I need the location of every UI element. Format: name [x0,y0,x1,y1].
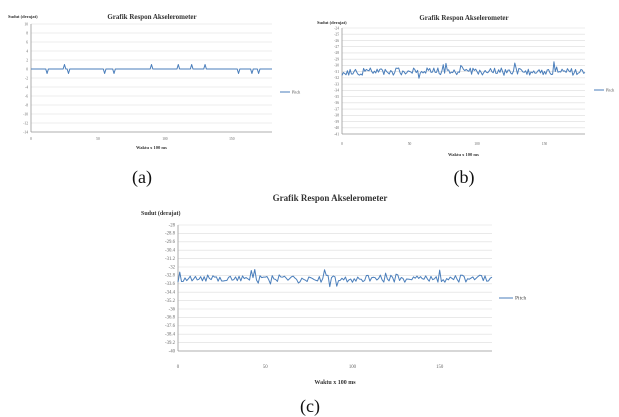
y-tick-label: -31 [334,70,339,74]
y-tick-label: -30 [334,64,339,68]
y-tick-label: -8 [25,103,28,107]
y-tick-label: -33.6 [165,282,176,287]
y-tick-label: -33 [334,82,339,86]
y-tick-label: -27 [334,45,339,49]
legend-label: Pitch [606,88,614,93]
y-tick-label: -29 [334,57,339,61]
y-tick-label: -41 [334,132,339,136]
y-tick-label: -34 [334,89,339,93]
y-tick-label: -24 [334,26,339,30]
x-tick-label: 100 [162,137,168,141]
y-tick-label: 2 [26,58,28,62]
y-tick-label: -38 [334,114,339,118]
x-axis-label: Waktu x 100 ms [314,380,356,386]
chart-a: Grafik Respon Akselerometer Sudut (deraja… [8,13,300,150]
x-tick-label: 50 [408,142,412,146]
y-tick-label: -32.8 [165,274,176,279]
y-tick-label: -31.2 [165,257,176,262]
series-line-pitch [31,64,272,74]
y-axis-label: Sudut (derajat) [317,20,347,25]
y-tick-label: -37.6 [165,324,176,329]
y-tick-label: -30.4 [165,249,176,254]
y-tick-label: 8 [26,31,28,35]
y-tick-label: -39.2 [165,341,176,346]
x-axis-label: Waktu x 100 ms [448,152,479,157]
x-tick-label: 150 [229,137,235,141]
y-tick-label: -32 [334,76,339,80]
chart-b: Grafik Respon Akselerometer Sudut (deraja… [317,14,614,157]
y-tick-label: -36 [169,307,176,312]
x-tick-label: 100 [474,142,480,146]
y-tick-label: -37 [334,107,339,111]
y-tick-label: 0 [26,67,28,71]
y-tick-label: -40 [169,349,176,354]
legend-label: Pitch [515,296,527,302]
x-tick-label: 50 [263,365,268,370]
y-tick-label: -36 [334,101,339,105]
chart-c: Grafik Respon Akselerometer Sudut (deraja… [141,193,527,386]
y-tick-label: -32 [169,265,176,270]
chart-title: Grafik Respon Akselerometer [273,193,388,203]
y-tick-label: -28 [169,223,176,228]
y-axis-label: Sudut (derajat) [8,14,38,19]
series-line-pitch [341,61,586,79]
y-tick-label: -39 [334,120,339,124]
y-tick-label: -38.4 [165,333,176,338]
legend-label: Pitch [292,90,300,95]
chart-title: Grafik Respon Akselerometer [419,14,508,22]
x-tick-label: 0 [30,137,32,141]
y-tick-label: -6 [25,94,28,98]
caption-c: (c) [300,396,320,417]
y-tick-label: -26 [334,39,339,43]
y-tick-label: -28 [334,51,339,55]
caption-b: (b) [454,167,475,188]
y-tick-label: -10 [23,112,28,116]
y-tick-label: -2 [25,76,28,80]
x-tick-label: 50 [96,137,100,141]
y-tick-label: -35.2 [165,299,176,304]
x-tick-label: 150 [436,365,444,370]
y-tick-label: -12 [23,121,28,125]
x-tick-label: 150 [542,142,548,146]
y-tick-label: -29.6 [165,240,176,245]
y-tick-label: -28.8 [165,232,176,237]
x-axis-label: Waktu x 100 ms [136,145,167,150]
y-tick-label: -35 [334,95,339,99]
x-tick-label: 0 [177,365,180,370]
y-tick-label: -25 [334,33,339,37]
chart-title: Grafik Respon Akselerometer [107,13,196,21]
y-tick-label: 10 [24,22,28,26]
y-tick-label: -14 [23,130,28,134]
y-axis-label: Sudut (derajat) [141,210,181,217]
y-tick-label: 4 [26,49,28,53]
y-tick-label: -36.8 [165,316,176,321]
y-tick-label: -34.4 [165,291,176,296]
y-tick-label: 6 [26,40,28,44]
series-line-pitch [177,269,493,288]
y-tick-label: -4 [25,85,28,89]
x-tick-label: 100 [349,365,357,370]
x-tick-label: 0 [341,142,343,146]
caption-a: (a) [132,167,152,188]
y-tick-label: -40 [334,126,339,130]
